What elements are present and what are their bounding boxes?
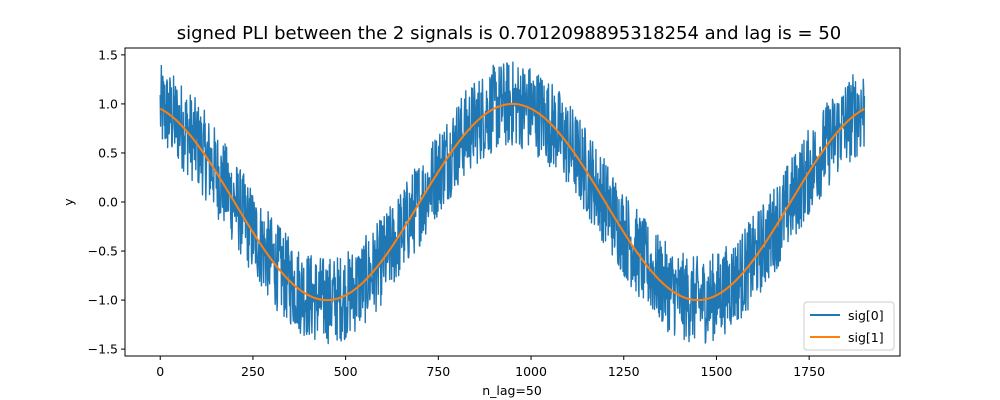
series-line-sig1: [159, 102, 865, 302]
x-tick-label: 500: [334, 364, 358, 379]
y-tick-label: −0.5: [88, 244, 118, 259]
x-tick-label: 1250: [608, 364, 640, 379]
y-tick-label: −1.5: [88, 342, 118, 357]
y-tick-label: −1.0: [88, 293, 118, 308]
y-tick-label: 1.0: [98, 96, 118, 111]
legend-label-sig1: sig[1]: [848, 330, 884, 345]
y-tick-label: 1.5: [98, 47, 118, 62]
y-axis: −1.5 −1.0 −0.5 0.0 0.5 1.0 1.5: [88, 47, 125, 357]
x-tick-label: 250: [241, 364, 265, 379]
y-axis-label: y: [61, 198, 76, 206]
x-tick-label: 750: [426, 364, 450, 379]
x-tick-label: 0: [156, 364, 164, 379]
y-tick-label: 0.5: [98, 145, 118, 160]
series-layer: [159, 61, 866, 345]
x-axis: 0 250 500 750 1000 1250 1500 1750: [156, 356, 825, 379]
y-tick-label: 0.0: [98, 195, 118, 210]
legend-label-sig0: sig[0]: [848, 308, 884, 323]
x-tick-label: 1000: [515, 364, 547, 379]
x-tick-label: 1750: [793, 364, 825, 379]
series-line-sig0: [159, 61, 866, 345]
chart-title: signed PLI between the 2 signals is 0.70…: [177, 23, 842, 44]
legend: sig[0] sig[1]: [803, 301, 895, 351]
x-axis-label: n_lag=50: [482, 383, 542, 398]
x-tick-label: 1500: [701, 364, 733, 379]
